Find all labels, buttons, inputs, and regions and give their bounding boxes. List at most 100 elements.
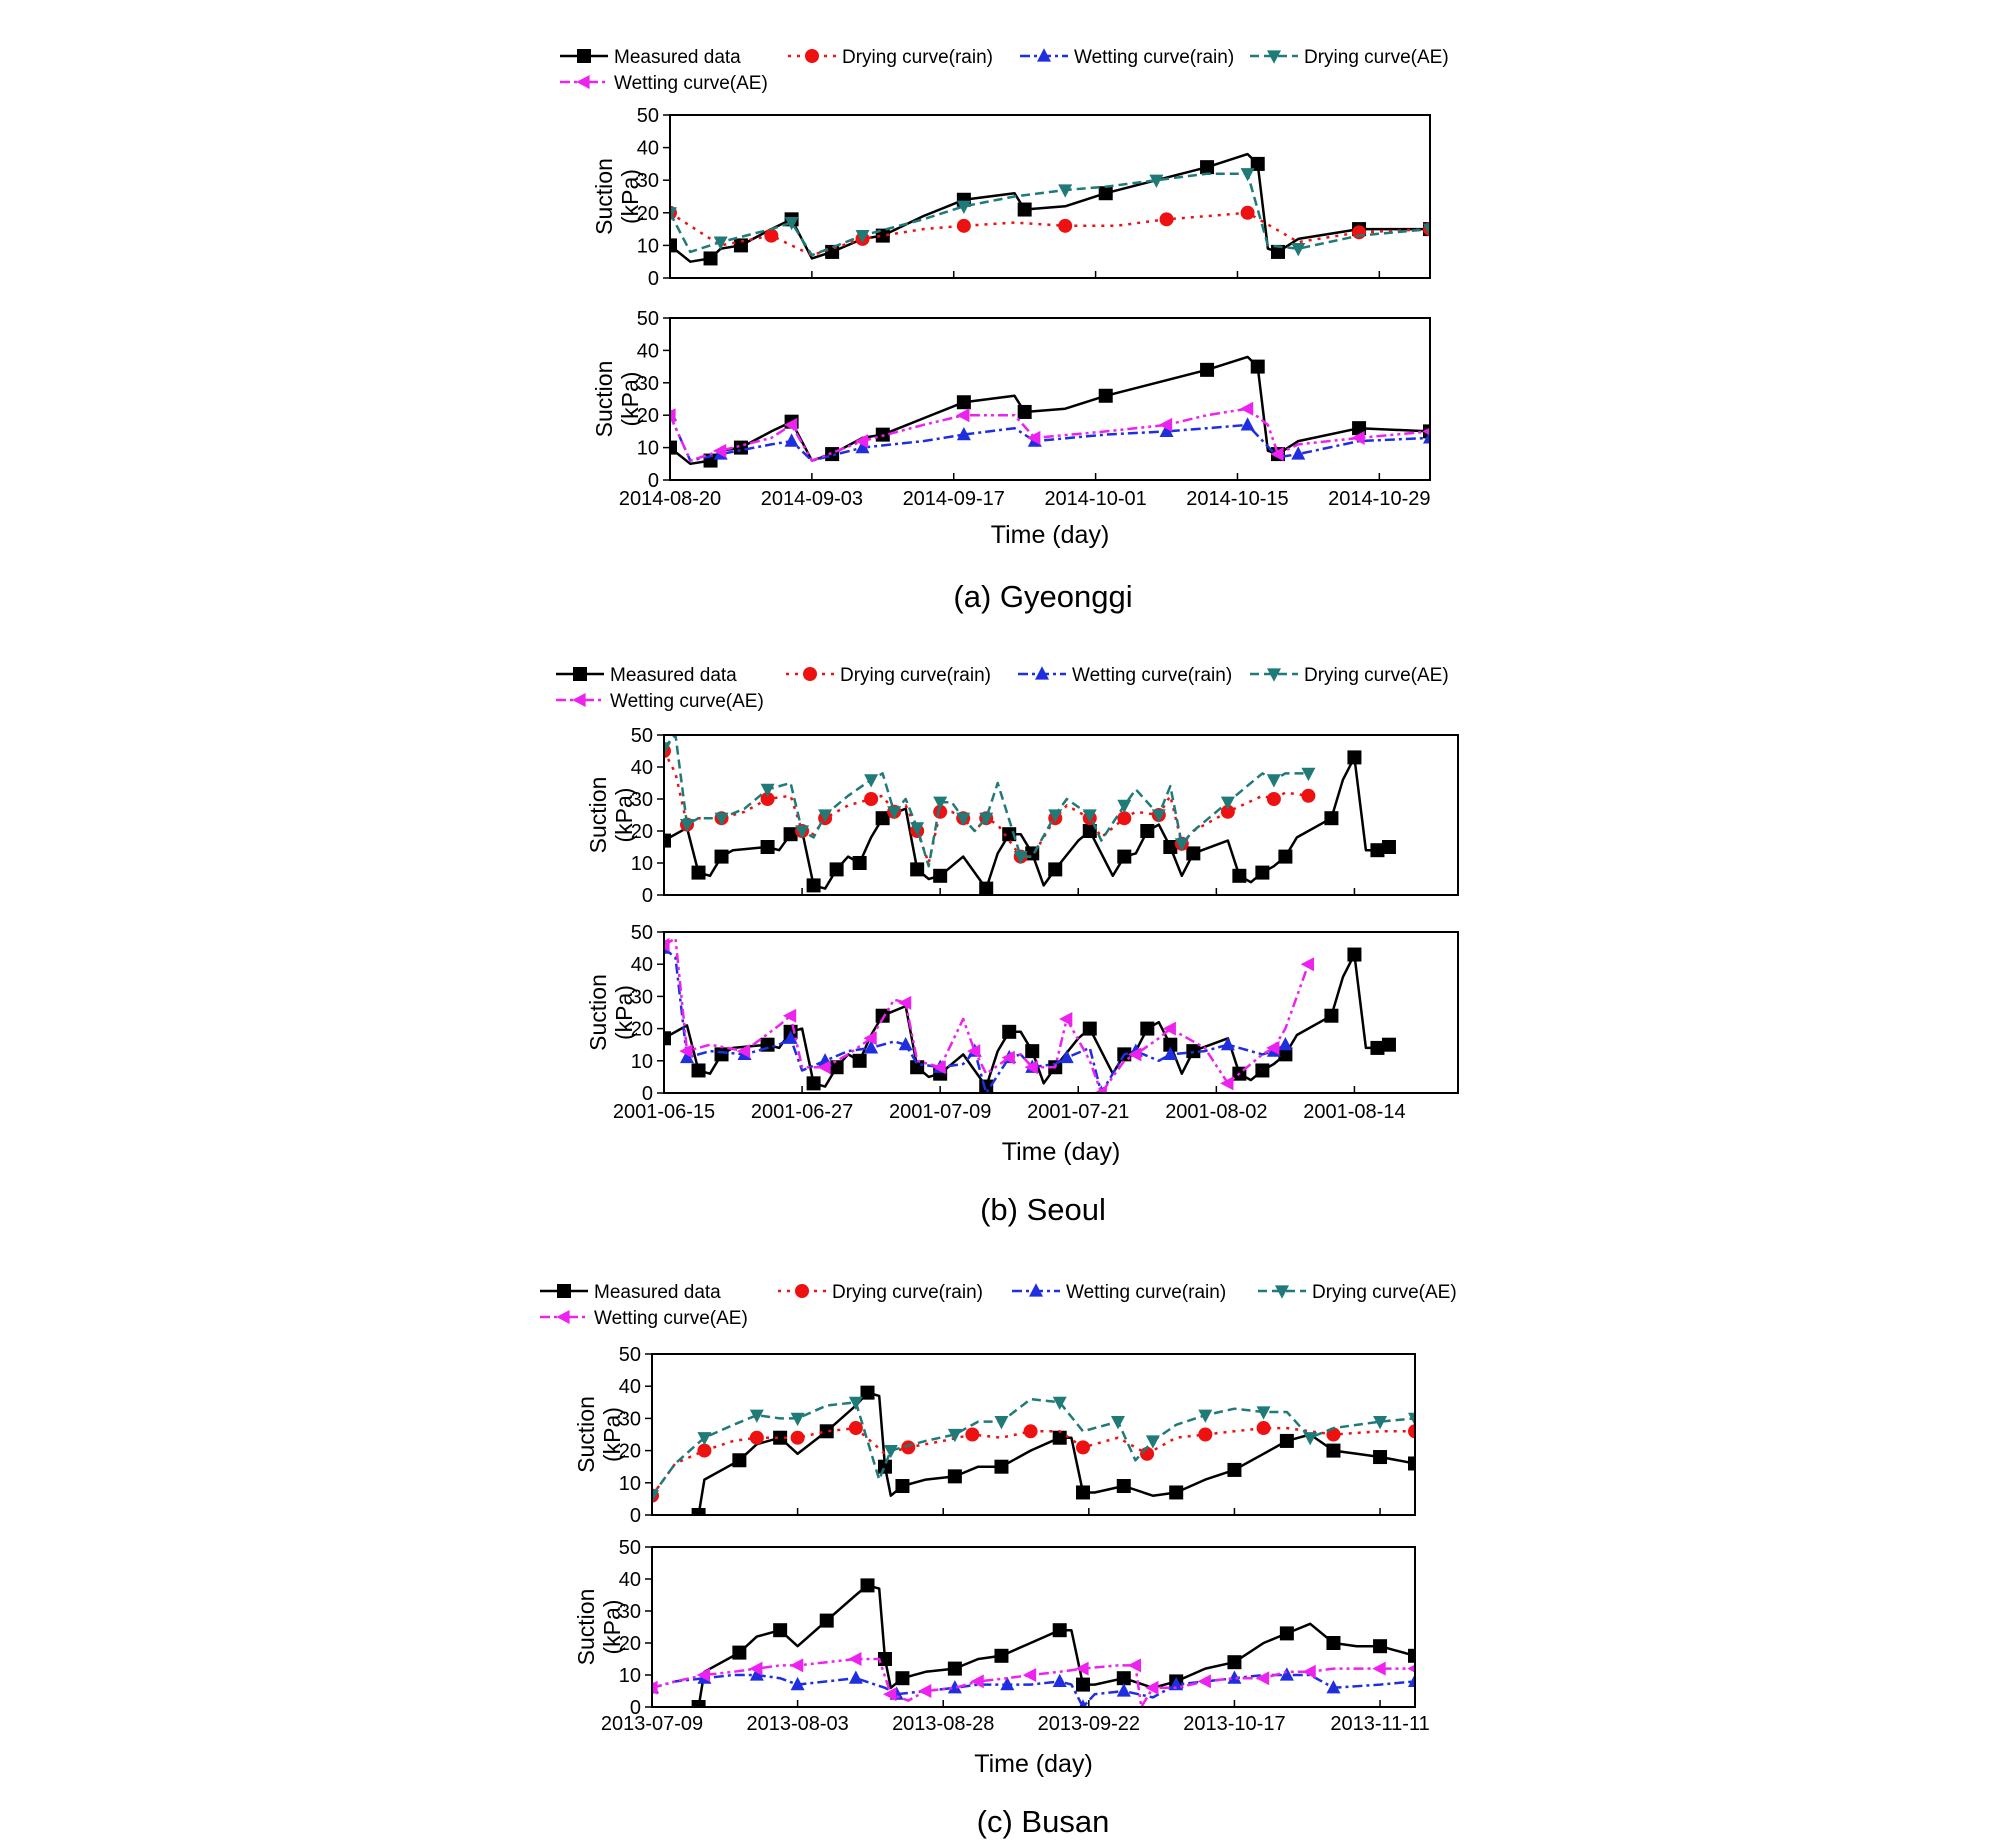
data-point-wetting-curve-rain	[1078, 1699, 1088, 1707]
data-point-drying-curve-ae	[1052, 1396, 1067, 1410]
legend-item: Drying curve(AE)	[1258, 1282, 1457, 1303]
legend-item: Measured data	[556, 665, 737, 686]
x-axis-label: Time (day)	[1002, 1138, 1121, 1166]
data-point-measured-data	[910, 862, 925, 877]
panel-wetting: 0 10 20 30 40 50 Suction (kPa)	[591, 308, 1431, 492]
data-point-measured-data	[1048, 862, 1063, 877]
data-point-wetting-curve-rain	[749, 1667, 764, 1681]
series-line-measured-data	[664, 756, 1390, 890]
y-axis-label: Suction	[585, 974, 611, 1051]
data-point-drying-curve-ae	[749, 1409, 764, 1423]
y-tick-label: 50	[631, 725, 653, 747]
y-axis-label: Suction	[585, 777, 611, 854]
y-axis-label: Suction	[591, 361, 617, 438]
legend-marker	[795, 1284, 809, 1298]
data-point-drying-curve-rain	[1301, 788, 1316, 803]
data-point-measured-data	[703, 251, 718, 266]
data-point-wetting-curve-rain	[898, 1037, 913, 1051]
data-point-measured-data	[733, 238, 748, 253]
data-point-drying-curve-ae	[818, 809, 833, 823]
x-tick-label: 2013-07-09	[601, 1713, 703, 1735]
data-point-measured-data	[1347, 750, 1362, 765]
data-point-wetting-curve-ae	[1266, 1040, 1280, 1055]
data-point-measured-data	[664, 833, 671, 848]
series-line-measured-data	[697, 1584, 1415, 1707]
y-tick-label: 10	[631, 1051, 653, 1073]
plot-frame	[663, 734, 1459, 896]
plot-frame	[651, 1546, 1416, 1708]
data-point-wetting-curve-ae	[918, 1684, 932, 1698]
x-axis-label: Time (day)	[974, 1750, 1093, 1778]
legend-label: Wetting curve(AE)	[614, 73, 768, 94]
data-point-wetting-curve-ae	[696, 1668, 711, 1682]
data-point-wetting-curve-ae	[1239, 401, 1254, 416]
data-point-measured-data	[1227, 1462, 1242, 1477]
data-point-drying-curve-ae	[956, 200, 971, 214]
data-point-measured-data	[1250, 359, 1265, 374]
y-tick-label: 0	[630, 1505, 641, 1527]
data-point-drying-curve-ae	[1082, 809, 1097, 823]
data-point-measured-data	[947, 1469, 962, 1484]
data-point-measured-data	[1373, 1450, 1388, 1465]
legend-item: Measured data	[540, 1282, 721, 1303]
data-point-measured-data	[664, 1031, 671, 1046]
data-point-measured-data	[1279, 1626, 1294, 1641]
data-point-wetting-curve-ae	[1059, 1011, 1073, 1026]
data-point-drying-curve-ae	[670, 207, 677, 221]
data-point-wetting-curve-rain	[680, 1049, 695, 1064]
x-tick-label: 2001-07-09	[889, 1101, 991, 1123]
y-tick-label: 40	[631, 757, 653, 779]
data-point-measured-data	[806, 878, 821, 893]
data-point-wetting-curve-ae	[1351, 430, 1365, 445]
data-point-drying-curve-ae	[1048, 809, 1063, 823]
data-point-drying-curve-rain	[848, 1421, 863, 1436]
data-point-measured-data	[1163, 1037, 1178, 1052]
data-point-measured-data	[1408, 1456, 1415, 1471]
legend-marker	[557, 1284, 571, 1298]
legend-label: Wetting curve(AE)	[610, 691, 764, 712]
plot-frame	[651, 1353, 1416, 1516]
data-point-drying-curve-rain	[864, 792, 879, 806]
x-tick-label: 2014-10-01	[1044, 488, 1146, 510]
data-point-drying-curve-rain	[1023, 1424, 1038, 1439]
data-point-wetting-curve-ae	[1145, 1680, 1159, 1695]
data-point-wetting-curve-rain	[783, 1030, 798, 1044]
y-axis-unit: (kPa)	[611, 985, 637, 1040]
x-tick-label: 2014-10-29	[1328, 488, 1430, 510]
data-point-wetting-curve-rain	[1278, 1037, 1293, 1051]
data-point-drying-curve-rain	[1266, 792, 1281, 806]
data-point-wetting-curve-rain	[1240, 417, 1255, 431]
series-layer	[670, 152, 1430, 266]
x-tick-label: 2013-08-03	[746, 1713, 848, 1735]
y-tick-label: 20	[631, 821, 653, 843]
y-tick-label: 50	[619, 1537, 641, 1559]
data-point-wetting-curve-ae	[1024, 1060, 1038, 1075]
data-point-drying-curve-ae	[680, 819, 695, 833]
data-point-measured-data	[852, 1053, 867, 1068]
data-point-measured-data	[1076, 1485, 1091, 1500]
legend-marker	[803, 667, 817, 681]
data-point-drying-curve-ae	[1423, 223, 1430, 237]
data-point-measured-data	[670, 440, 677, 455]
data-point-measured-data	[875, 1008, 890, 1023]
data-point-measured-data	[1140, 1021, 1155, 1036]
data-point-wetting-curve-ae	[670, 408, 676, 423]
series-layer	[664, 735, 1396, 895]
data-point-wetting-curve-rain	[1159, 423, 1174, 437]
y-tick-label: 10	[619, 1473, 641, 1495]
data-point-wetting-curve-ae	[956, 408, 970, 423]
data-point-wetting-curve-ae	[863, 1031, 877, 1046]
x-tick-label: 2001-07-21	[1027, 1101, 1129, 1123]
y-axis-label: Suction	[573, 1396, 599, 1473]
data-point-measured-data	[1255, 865, 1270, 880]
data-point-measured-data	[783, 827, 798, 842]
y-tick-label: 0	[648, 268, 659, 290]
data-point-wetting-curve-ae	[1158, 417, 1173, 432]
y-tick-label: 20	[637, 203, 659, 225]
data-point-measured-data	[1408, 1648, 1415, 1663]
series-layer	[664, 937, 1396, 1093]
data-point-measured-data	[1200, 362, 1215, 377]
series-line-measured-data	[670, 355, 1430, 466]
data-point-measured-data	[877, 1459, 892, 1474]
legend-marker	[556, 1310, 570, 1324]
